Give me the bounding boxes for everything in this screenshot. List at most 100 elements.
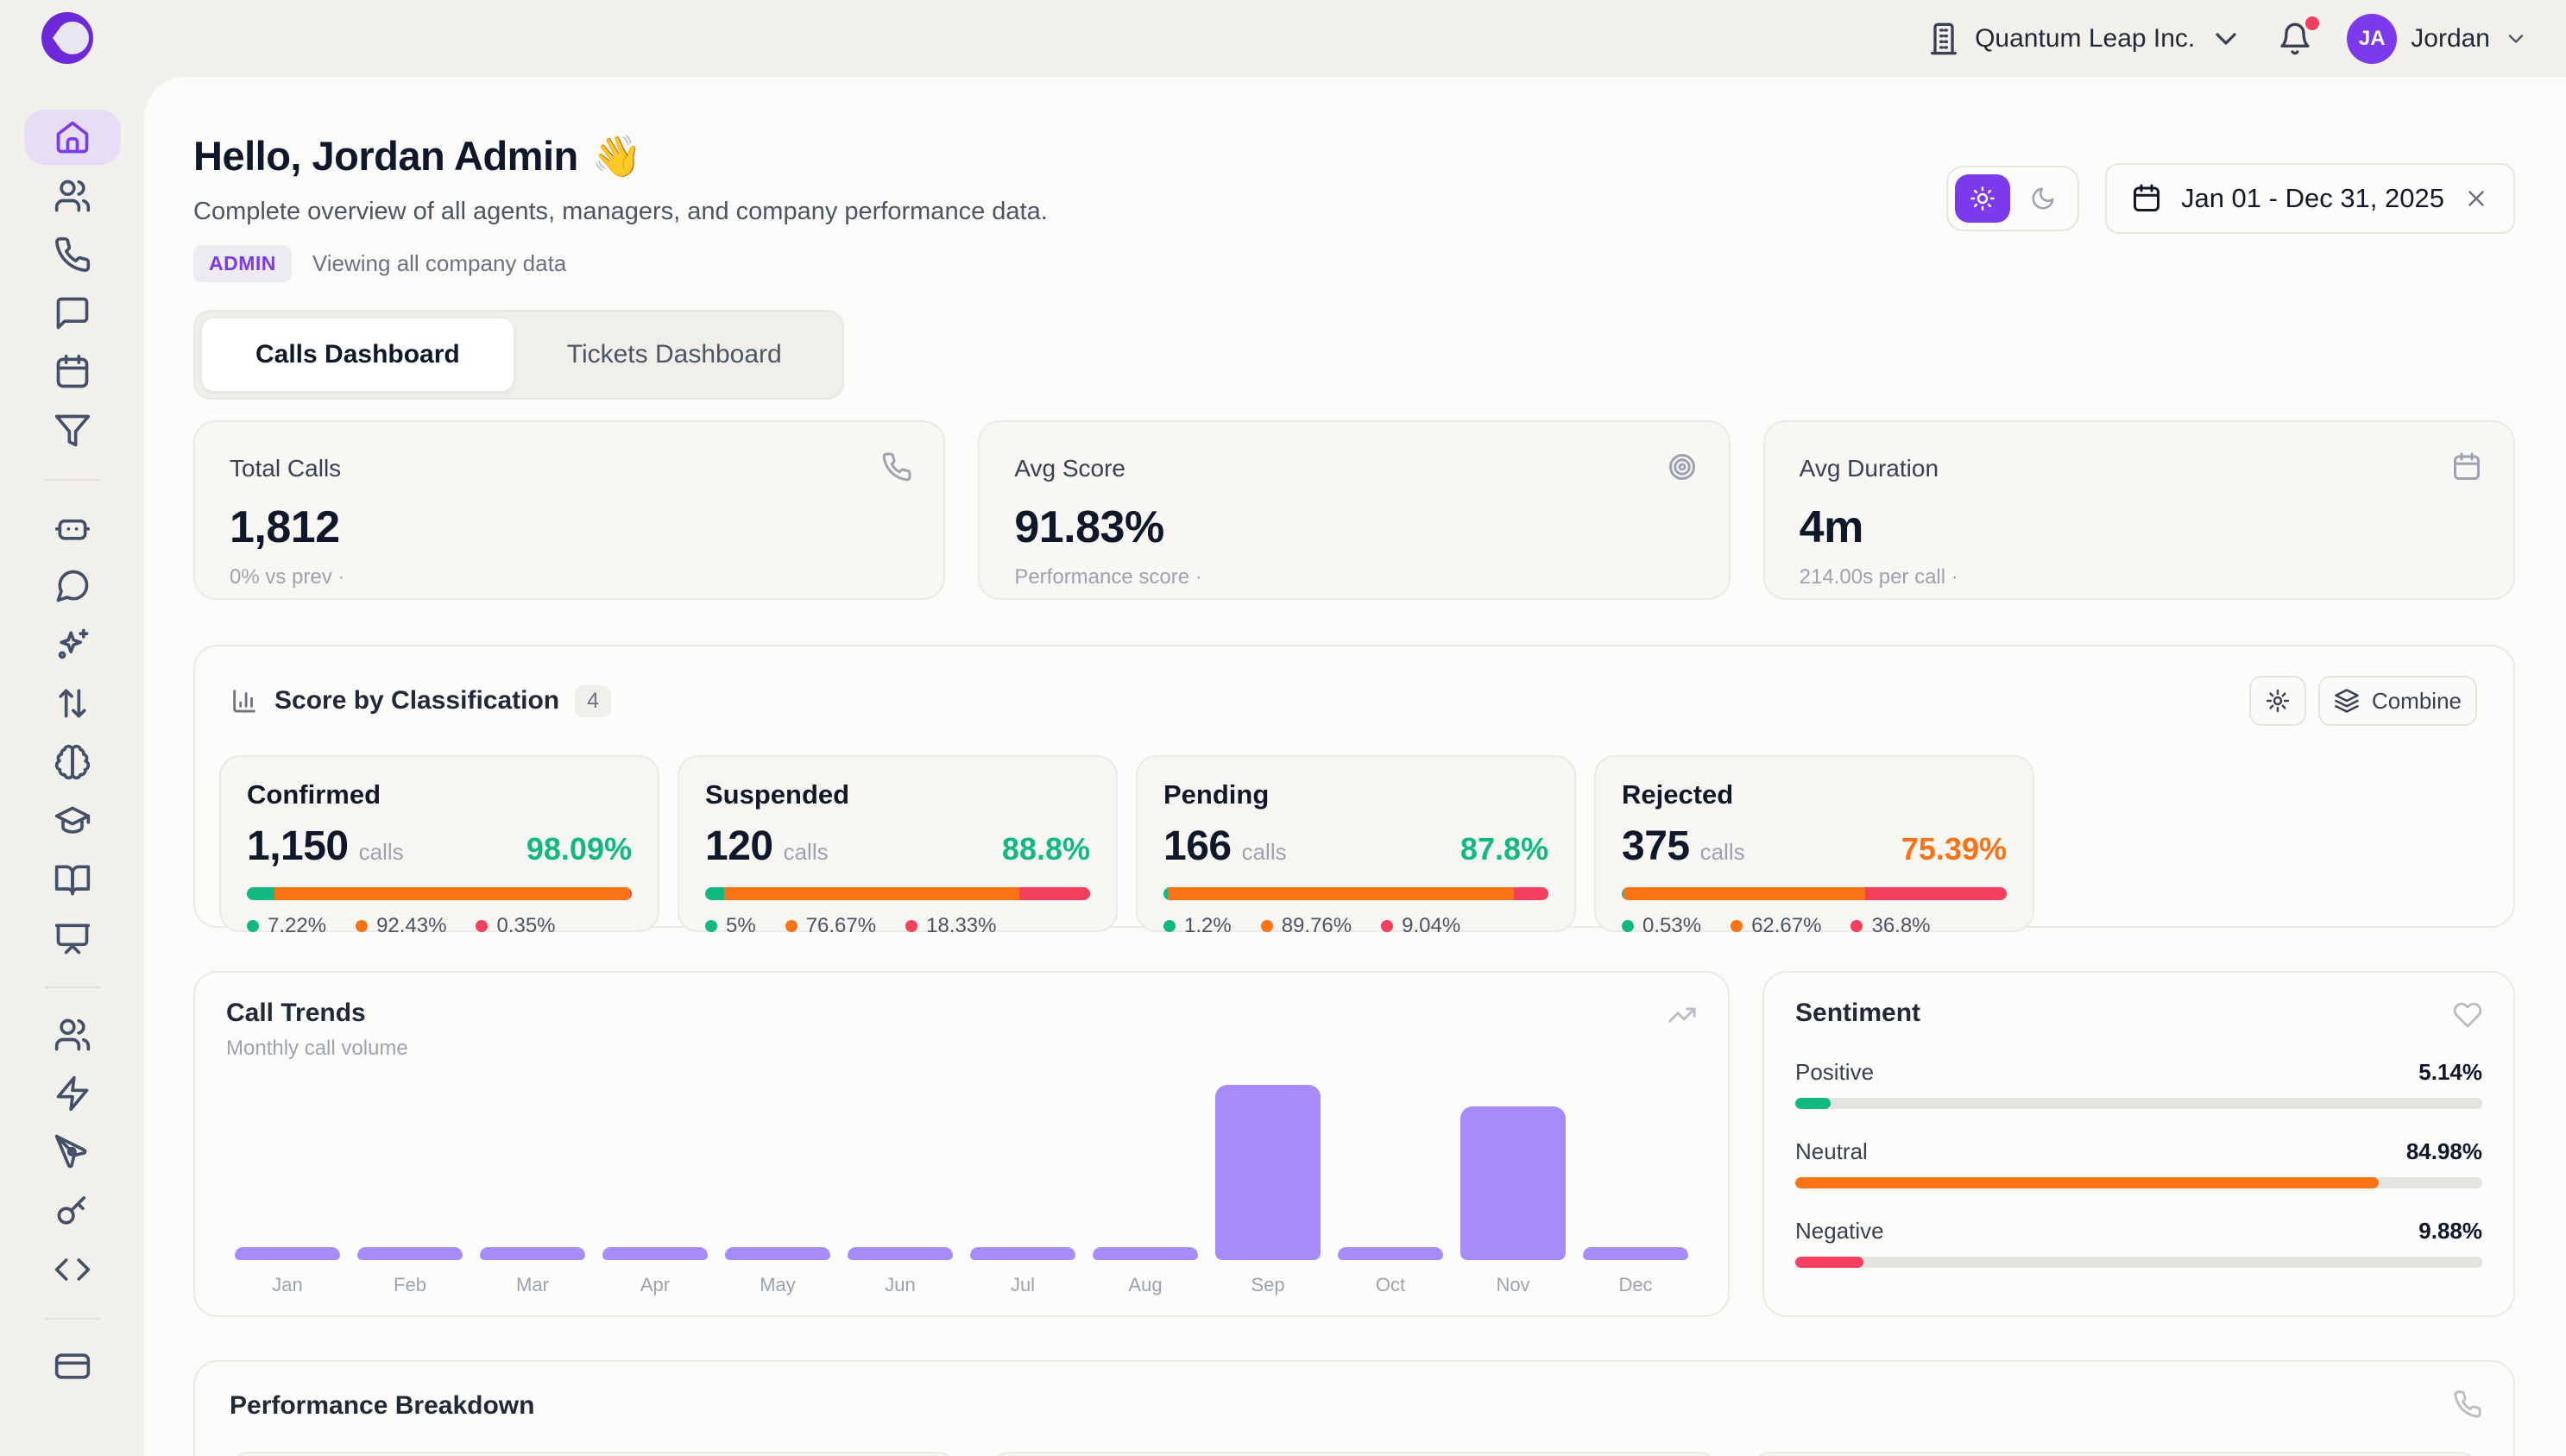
legend-item: 89.76% (1261, 914, 1352, 938)
trend-bar[interactable] (1460, 1106, 1566, 1260)
trend-bar[interactable] (1093, 1247, 1198, 1260)
call-trends-bars (226, 1085, 1697, 1260)
performance-title: Performance Breakdown (230, 1391, 2479, 1421)
trend-bar[interactable] (602, 1247, 708, 1260)
sidebar-item-filters[interactable] (24, 403, 121, 458)
segment-neutral (274, 887, 630, 900)
sidebar-item-access[interactable] (24, 1183, 121, 1239)
role-row: ADMIN Viewing all company data (193, 245, 1048, 282)
tab-calls-dashboard[interactable]: Calls Dashboard (202, 318, 514, 391)
sidebar-item-intelligence[interactable] (24, 734, 121, 790)
combine-label: Combine (2372, 688, 2462, 715)
sidebar-divider (45, 1318, 100, 1320)
segment-negative (1865, 887, 2007, 900)
clear-date-icon[interactable] (2463, 186, 2489, 211)
notifications-button[interactable] (2278, 22, 2312, 56)
stat-card-total-calls: Total Calls 1,812 0% vs prev · (193, 420, 945, 600)
classification-title-wrap: Score by Classification 4 (219, 685, 611, 717)
sidebar-item-presentations[interactable] (24, 911, 121, 966)
trend-bar[interactable] (1215, 1085, 1321, 1260)
orange-dot-icon (1731, 920, 1743, 932)
trend-bar[interactable] (357, 1247, 463, 1260)
classification-mid: 120 calls 88.8% (705, 823, 1090, 870)
combine-button[interactable]: Combine (2318, 676, 2477, 726)
sidebar-item-automations[interactable] (24, 1066, 121, 1121)
sidebar-item-design[interactable] (24, 1125, 121, 1180)
sentiment-rows: Positive5.14% Neutral84.98% Negative9.88… (1795, 1059, 2482, 1268)
header-controls: Jan 01 - Dec 31, 2025 (1946, 163, 2515, 234)
call-trends-card: Call Trends Monthly call volume JanFebMa… (193, 971, 1730, 1317)
classification-title: Score by Classification (274, 686, 559, 715)
legend-item: 1.2% (1163, 914, 1232, 938)
org-switcher[interactable]: Quantum Leap Inc. (1926, 22, 2243, 56)
legend-item: 9.04% (1381, 914, 1460, 938)
classification-settings-button[interactable] (2249, 676, 2306, 726)
stats-row: Total Calls 1,812 0% vs prev · Avg Score… (193, 420, 2515, 600)
legend-item: 0.35% (476, 914, 555, 938)
sentiment-label: Negative (1795, 1218, 1884, 1245)
sparkles-icon (54, 626, 91, 664)
classification-legend: 0.53% 62.67% 36.8% (1622, 914, 2007, 938)
sun-icon (1970, 186, 1995, 211)
stat-value: 1,812 (230, 501, 909, 553)
sidebar-item-calendar[interactable] (24, 344, 121, 400)
call-trends-title: Call Trends (226, 999, 1697, 1028)
trend-bar[interactable] (235, 1247, 340, 1260)
legend-item: 36.8% (1850, 914, 1930, 938)
notification-dot (2305, 16, 2319, 30)
month-label: Nov (1452, 1274, 1574, 1296)
classification-calls: 1,150 (247, 823, 349, 870)
sentiment-row-negative: Negative 9.88% (1795, 1218, 2482, 1268)
trend-bar[interactable] (848, 1247, 953, 1260)
sidebar-item-users[interactable] (24, 168, 121, 224)
sidebar-item-home[interactable] (24, 110, 121, 165)
trend-bar-slot (226, 1085, 349, 1260)
sidebar-item-chat[interactable] (24, 558, 121, 614)
light-mode-button[interactable] (1955, 174, 2010, 223)
trend-bar-slot (1084, 1085, 1207, 1260)
app-logo-icon[interactable] (40, 10, 95, 66)
greeting-text: Hello, Jordan Admin (193, 132, 578, 180)
month-label: Apr (594, 1274, 716, 1296)
sidebar-item-ai[interactable] (24, 617, 121, 672)
date-range-picker[interactable]: Jan 01 - Dec 31, 2025 (2105, 163, 2515, 234)
sidebar-divider (45, 479, 100, 481)
sentiment-value: 9.88% (2418, 1218, 2482, 1245)
sidebar-item-team[interactable] (24, 1007, 121, 1062)
sidebar (0, 77, 144, 1456)
sidebar-item-calls[interactable] (24, 227, 121, 282)
trend-bar-slot (1207, 1085, 1329, 1260)
sidebar-item-billing[interactable] (24, 1339, 121, 1394)
sentiment-fill (1795, 1257, 1863, 1268)
classification-mid: 166 calls 87.8% (1163, 823, 1548, 870)
trend-bar[interactable] (1338, 1247, 1443, 1260)
green-dot-icon (705, 920, 717, 932)
trend-bar[interactable] (1583, 1247, 1688, 1260)
trend-bar[interactable] (970, 1247, 1075, 1260)
trend-bar[interactable] (480, 1247, 585, 1260)
call-trends-subtitle: Monthly call volume (226, 1037, 1697, 1061)
stat-card-avg-duration: Avg Duration 4m 214.00s per call · (1763, 420, 2515, 600)
sidebar-item-transfers[interactable] (24, 676, 121, 731)
layers-icon (2334, 688, 2360, 714)
sidebar-item-developer[interactable] (24, 1242, 121, 1297)
red-dot-icon (1850, 920, 1863, 932)
sidebar-item-training[interactable] (24, 793, 121, 848)
team-users-icon (54, 1016, 91, 1054)
tab-tickets-dashboard[interactable]: Tickets Dashboard (514, 318, 835, 391)
presentation-icon (54, 919, 91, 957)
trend-bar-slot (594, 1085, 716, 1260)
legend-item: 0.53% (1622, 914, 1701, 938)
user-menu[interactable]: JA Jordan (2347, 14, 2528, 64)
sidebar-item-knowledge[interactable] (24, 852, 121, 907)
dark-mode-button[interactable] (2015, 174, 2071, 223)
red-dot-icon (476, 920, 488, 932)
sidebar-item-bot[interactable] (24, 500, 121, 555)
greeting-block: Hello, Jordan Admin 👋 Complete overview … (193, 132, 1048, 282)
stat-label: Avg Score (1014, 455, 1693, 482)
sidebar-item-messages[interactable] (24, 286, 121, 341)
gear-icon (2265, 688, 2291, 714)
pen-tool-icon (54, 1133, 91, 1171)
classification-calls: 166 (1163, 823, 1232, 870)
trend-bar[interactable] (725, 1247, 830, 1260)
